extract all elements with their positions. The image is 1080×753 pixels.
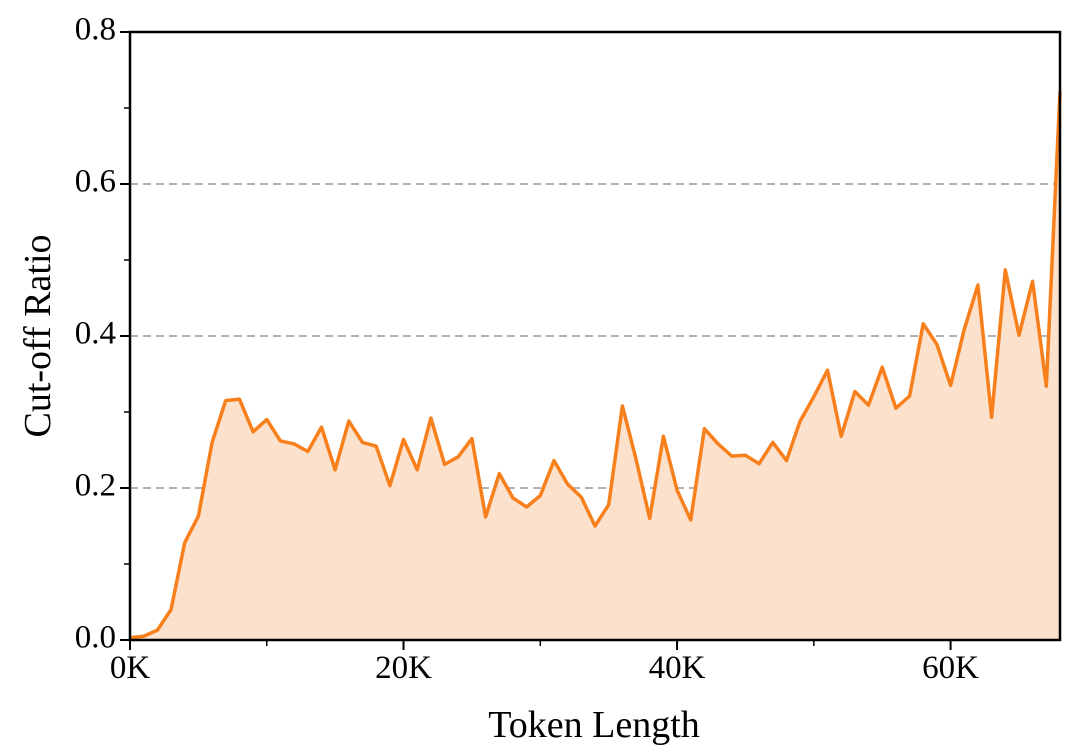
y-tick-label: 0.2 [75, 468, 116, 504]
area-fill [130, 91, 1060, 641]
y-tick-label: 0.0 [75, 620, 116, 656]
y-tick-label: 0.6 [75, 164, 116, 200]
line [129, 91, 1062, 640]
x-tick-label: 40K [649, 650, 706, 686]
y-tick-label: 0.8 [75, 12, 116, 48]
y-axis-title: Cut-off Ratio [17, 234, 59, 437]
x-tick-label: 0K [110, 650, 151, 686]
x-axis-title: Token Length [488, 704, 700, 746]
x-tick-label: 60K [922, 650, 979, 686]
x-tick-label: 20K [375, 650, 432, 686]
y-tick-label: 0.4 [75, 316, 116, 352]
